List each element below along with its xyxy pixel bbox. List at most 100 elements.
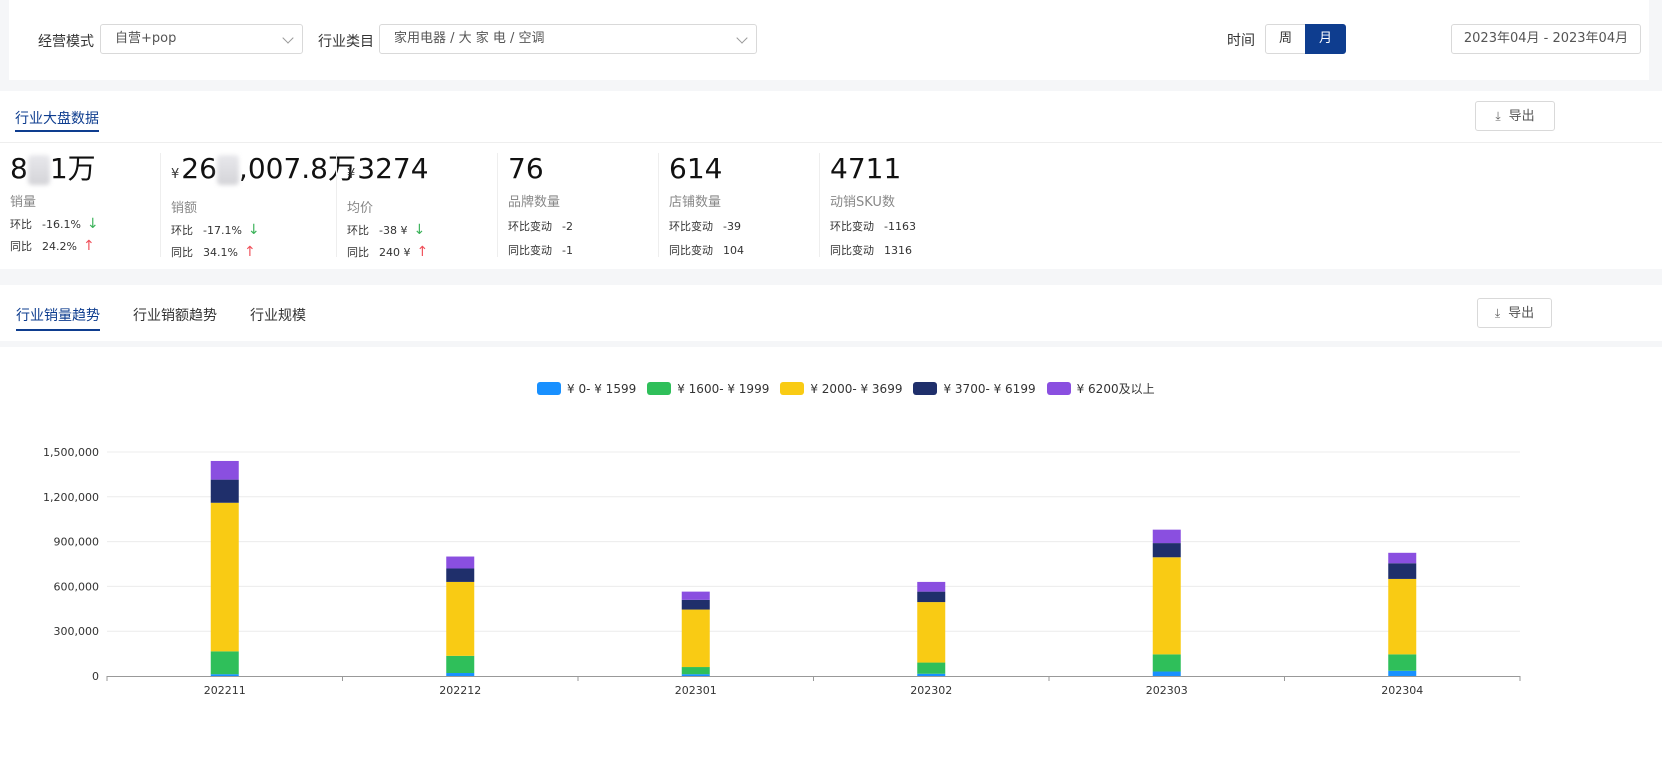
- bar-segment: [1388, 552, 1417, 564]
- mom-change-value: -39: [723, 220, 741, 233]
- mom-change-label: 环比变动: [669, 220, 713, 233]
- mom-value: -16.1%: [42, 218, 81, 231]
- stat-shop-count: 614 店铺数量 环比变动 -39 同比变动 104: [659, 151, 820, 263]
- arrow-down-icon: ↓: [413, 222, 426, 238]
- stat-value-prefix: 26: [181, 152, 217, 185]
- stat-value: 4711: [830, 152, 902, 185]
- yoy-change-label: 同比变动: [669, 244, 713, 257]
- legend-swatch: [1046, 382, 1071, 395]
- bar-segment: [917, 673, 946, 676]
- overview-divider: [0, 142, 1662, 143]
- yoy-change-label: 同比变动: [830, 244, 874, 257]
- stacked-bar-chart: 0 300,000 600,000 900,000 1,200,000 1,500,000…: [43, 446, 1521, 697]
- stat-separator: [658, 153, 659, 257]
- yoy-change-value: 1316: [884, 244, 912, 257]
- bar-segment: [1152, 654, 1181, 672]
- arrow-up-icon: ↑: [243, 244, 256, 260]
- mom-change-label: 环比变动: [508, 220, 552, 233]
- category-select[interactable]: 家用电器 / 大 家 电 / 空调: [379, 24, 757, 54]
- x-tick-label: 202211: [204, 684, 246, 697]
- bar-segment: [1152, 543, 1181, 558]
- bar-segment: [681, 674, 710, 676]
- stat-sku-count: 4711 动销SKU数 环比变动 -1163 同比变动 1316: [820, 151, 981, 263]
- trend-export-button[interactable]: ⤓ 导出: [1477, 298, 1552, 328]
- bar-segment: [681, 591, 710, 600]
- bar-segment: [1388, 563, 1417, 579]
- stat-sales-amount: ¥26,007.8万 销额 环比 -17.1% ↓ 同比 34.1% ↑: [161, 151, 356, 263]
- period-week-button[interactable]: 周: [1265, 24, 1306, 54]
- redacted-mask: [27, 155, 50, 185]
- bar-segment: [1388, 670, 1417, 676]
- yoy-change-value: 104: [723, 244, 744, 257]
- stat-value-prefix: 8: [10, 152, 28, 185]
- x-tick-label: 202304: [1381, 684, 1423, 697]
- bar-segment: [446, 655, 475, 674]
- legend-item[interactable]: ¥ 1600- ¥ 1999: [647, 382, 769, 396]
- period-month-button[interactable]: 月: [1305, 24, 1346, 54]
- bar-segment: [210, 651, 239, 675]
- bar-segment: [917, 581, 946, 592]
- legend-item[interactable]: ¥ 0- ¥ 1599: [537, 382, 636, 396]
- stat-sales-volume: 8 1万 销量 环比 -16.1% ↓ 同比 24.2% ↑: [10, 151, 161, 263]
- bar-segment: [210, 502, 239, 652]
- mode-select[interactable]: 自营+pop: [100, 24, 303, 54]
- category-select-value: 家用电器 / 大 家 电 / 空调: [394, 31, 545, 46]
- mom-value: -38 ¥: [379, 224, 408, 237]
- x-tick-label: 202302: [910, 684, 952, 697]
- legend-item[interactable]: ¥ 3700- ¥ 6199: [913, 382, 1036, 396]
- stat-label: 均价: [347, 201, 374, 216]
- bar-segment: [210, 479, 239, 503]
- mom-label: 环比: [10, 218, 32, 231]
- bar-segment: [446, 556, 475, 569]
- x-tick-label: 202301: [675, 684, 717, 697]
- bar-segment: [1152, 671, 1181, 676]
- download-icon: ⤓: [1494, 306, 1501, 320]
- mom-value: -17.1%: [203, 224, 242, 237]
- stat-value: 3274: [357, 152, 429, 185]
- legend-item[interactable]: ¥ 6200及以上: [1046, 380, 1155, 397]
- arrow-down-icon: ↓: [86, 216, 99, 232]
- date-range-picker[interactable]: 2023年04月 - 2023年04月: [1451, 24, 1641, 54]
- stat-separator: [497, 153, 498, 257]
- legend-item[interactable]: ¥ 2000- ¥ 3699: [780, 382, 902, 396]
- chevron-down-icon: [282, 32, 294, 44]
- stat-value: 76: [508, 152, 544, 185]
- y-tick-label: 900,000: [54, 536, 100, 549]
- bar-segment: [446, 673, 475, 676]
- stat-value-suffix: 1万: [49, 152, 96, 185]
- legend-swatch: [913, 382, 938, 395]
- legend-label: ¥ 6200及以上: [1076, 382, 1155, 396]
- yoy-value: 34.1%: [203, 246, 238, 259]
- time-label: 时间: [1227, 33, 1255, 49]
- category-label: 行业类目: [318, 34, 374, 50]
- overview-title[interactable]: 行业大盘数据: [15, 108, 99, 132]
- y-tick-label: 600,000: [54, 580, 100, 593]
- filter-bar: 经营模式 自营+pop 行业类目 家用电器 / 大 家 电 / 空调 时间 周 …: [9, 0, 1649, 80]
- stat-brand-count: 76 品牌数量 环比变动 -2 同比变动 -1: [498, 151, 659, 263]
- legend-label: ¥ 0- ¥ 1599: [567, 382, 637, 396]
- tab-sales-amount-trend[interactable]: 行业销额趋势: [133, 308, 217, 324]
- download-icon: ⤓: [1495, 109, 1501, 123]
- bar-segment: [681, 667, 710, 675]
- bar-segment: [917, 591, 946, 603]
- arrow-up-icon: ↑: [416, 244, 429, 260]
- bar-segment: [446, 581, 475, 656]
- stat-separator: [819, 153, 820, 257]
- mom-change-value: -2: [562, 220, 573, 233]
- tab-industry-scale[interactable]: 行业规模: [250, 308, 306, 324]
- legend-swatch: [780, 382, 805, 395]
- mode-label: 经营模式: [38, 34, 94, 50]
- mom-label: 环比: [171, 224, 193, 237]
- trend-tabs: 行业销量趋势 行业销额趋势 行业规模 ⤓ 导出: [0, 285, 1662, 341]
- stat-label: 动销SKU数: [830, 195, 895, 210]
- yoy-label: 同比: [10, 240, 32, 253]
- stat-value: 614: [669, 152, 723, 185]
- arrow-up-icon: ↑: [82, 238, 95, 254]
- trend-chart-panel: ¥ 0- ¥ 1599 ¥ 1600- ¥ 1999 ¥ 2000- ¥ 3699 ¥…: [0, 347, 1662, 761]
- mode-select-value: 自营+pop: [115, 31, 177, 46]
- bar-segment: [1388, 654, 1417, 671]
- yoy-value: 24.2%: [42, 240, 77, 253]
- overview-export-button[interactable]: ⤓ 导出: [1475, 101, 1555, 131]
- bar-segment: [1152, 557, 1181, 655]
- tab-sales-volume-trend[interactable]: 行业销量趋势: [16, 305, 100, 331]
